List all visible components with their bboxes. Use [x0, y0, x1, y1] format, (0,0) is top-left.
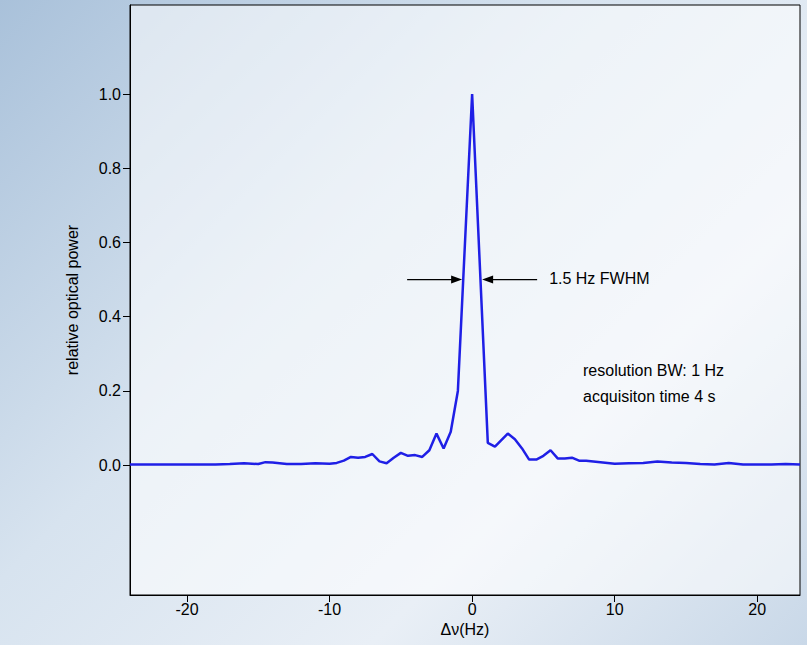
svg-text:20: 20: [748, 601, 766, 618]
svg-text:Δν(Hz): Δν(Hz): [441, 621, 490, 638]
svg-text:0.6: 0.6: [99, 234, 121, 251]
svg-text:1.0: 1.0: [99, 86, 121, 103]
svg-text:-10: -10: [318, 601, 341, 618]
svg-text:10: 10: [606, 601, 624, 618]
svg-text:-20: -20: [175, 601, 198, 618]
svg-text:0.8: 0.8: [99, 160, 121, 177]
svg-text:0.4: 0.4: [99, 308, 121, 325]
svg-text:0.2: 0.2: [99, 382, 121, 399]
svg-text:acquisiton time 4 s: acquisiton time 4 s: [583, 388, 716, 405]
svg-text:0.0: 0.0: [99, 457, 121, 474]
svg-text:relative optical power: relative optical power: [64, 224, 81, 375]
svg-text:0: 0: [468, 601, 477, 618]
svg-text:1.5 Hz FWHM: 1.5 Hz FWHM: [549, 270, 649, 287]
svg-text:resolution BW: 1 Hz: resolution BW: 1 Hz: [583, 362, 724, 379]
